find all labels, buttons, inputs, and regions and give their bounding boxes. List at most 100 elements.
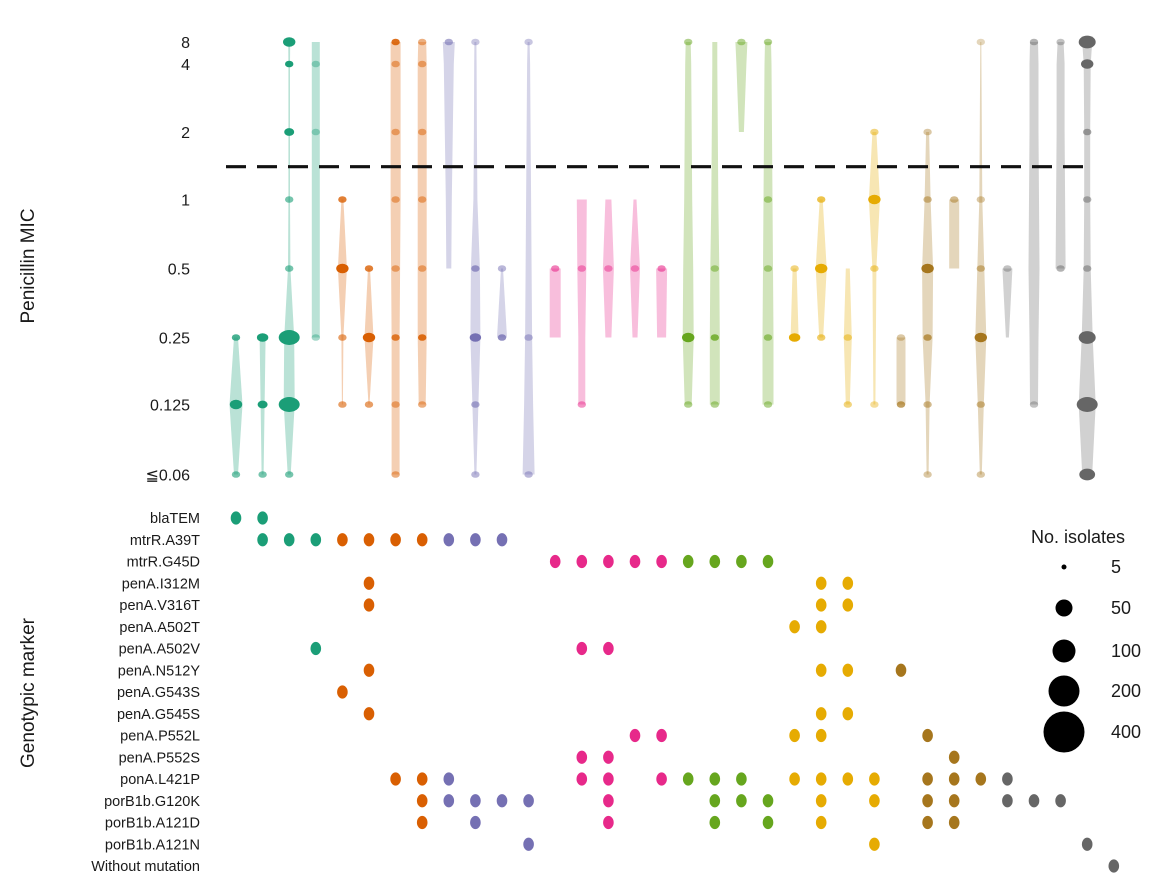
genotype-dot	[682, 772, 694, 786]
violin-column	[417, 38, 427, 408]
genotype-dot	[922, 794, 933, 808]
violin-column	[469, 38, 482, 478]
mic-dot	[763, 196, 773, 203]
mic-dot	[418, 38, 427, 46]
genotype-dot	[523, 794, 534, 808]
genotype-dot	[656, 728, 667, 743]
legend-size-dot	[1055, 599, 1073, 617]
mic-dot	[870, 128, 879, 136]
mic-dot	[285, 60, 294, 68]
genotype-dot	[709, 815, 721, 830]
y-tick-label: 1	[181, 193, 190, 210]
genotype-dot	[310, 641, 322, 656]
genotype-dot	[656, 772, 667, 786]
violin-shape	[442, 42, 455, 269]
genotype-dot	[470, 533, 481, 547]
mic-dot	[1083, 196, 1092, 203]
mic-dot	[976, 196, 985, 203]
genotype-dot	[815, 620, 827, 634]
mic-dot	[231, 334, 241, 341]
genotype-dot	[416, 815, 428, 830]
genotype-dot	[709, 794, 721, 808]
mic-dot	[231, 471, 241, 478]
violin-column	[522, 38, 535, 478]
mic-dot	[418, 401, 427, 408]
marker-label: penA.A502T	[119, 620, 200, 636]
genotype-dot	[549, 554, 561, 569]
genotype-dot	[789, 728, 800, 743]
mic-dot	[923, 401, 932, 408]
mic-dot	[1003, 265, 1012, 272]
mic-dot	[870, 401, 879, 408]
legend: No. isolates 5 50 100 200 400	[1031, 527, 1141, 753]
mic-dot	[1083, 128, 1092, 136]
violin-shape	[311, 42, 320, 338]
marker-label: penA.P552S	[119, 750, 200, 766]
genotype-dot	[576, 554, 588, 569]
marker-label: porB1b.A121N	[105, 837, 200, 853]
mic-dot	[630, 265, 640, 272]
genotype-dot	[1081, 837, 1093, 851]
genotype-dot	[470, 794, 481, 808]
legend-title: No. isolates	[1031, 527, 1125, 547]
violin-shape	[762, 42, 774, 405]
genotype-dot	[815, 772, 827, 786]
mic-dot	[336, 263, 349, 274]
violin-shape	[549, 268, 561, 338]
mic-dot	[1078, 35, 1096, 49]
mic-dot	[974, 332, 987, 343]
genotype-dot	[815, 728, 827, 743]
mic-dot	[921, 263, 934, 274]
violin-column	[762, 38, 774, 408]
violin-column	[868, 128, 881, 408]
violin-shape	[949, 199, 960, 269]
mic-dot	[1056, 38, 1065, 46]
mic-dot	[338, 196, 347, 203]
violin-column	[390, 38, 401, 478]
genotype-dot	[416, 772, 428, 786]
violin-shape	[975, 42, 987, 475]
mic-dot	[256, 333, 269, 342]
mic-dot	[1081, 59, 1094, 69]
violin-shape	[790, 268, 799, 338]
genotype-dot	[975, 772, 987, 786]
genotype-dot	[869, 794, 880, 808]
mic-dot	[843, 334, 852, 341]
mic-dot	[418, 128, 427, 136]
violin-column	[576, 199, 587, 408]
genotype-dot	[443, 533, 455, 547]
genotype-dot	[496, 794, 508, 808]
mic-dot	[1083, 265, 1092, 272]
y-tick-label: ≦0.06	[145, 468, 190, 485]
violin-shape	[682, 42, 694, 405]
violin-shape	[709, 42, 720, 405]
genotype-dot	[842, 707, 854, 721]
genotype-dot	[496, 533, 508, 547]
genotype-dot	[416, 533, 428, 547]
mic-dot	[950, 196, 959, 203]
y-tick-label: 2	[181, 125, 190, 142]
genotype-dot	[922, 815, 933, 830]
marker-label: porB1b.G120K	[104, 794, 200, 810]
genotype-dot	[789, 772, 800, 786]
mic-dot	[682, 332, 695, 343]
genotype-dot	[443, 772, 455, 786]
violin-column	[602, 199, 614, 338]
mic-dot	[763, 38, 773, 46]
genotype-dot	[230, 511, 242, 525]
genotype-dot	[815, 598, 827, 612]
violin-shape	[470, 42, 481, 475]
mic-dot	[391, 471, 400, 478]
legend-size-dot	[1052, 639, 1076, 663]
violin-column	[229, 334, 243, 478]
legend-entry-label: 50	[1111, 598, 1131, 618]
mic-dot	[868, 194, 881, 205]
mic-dot	[577, 265, 586, 272]
mic-dot	[229, 399, 243, 410]
genotype-dot	[682, 554, 694, 569]
genotype-dot	[603, 794, 614, 808]
genotype-dot	[523, 837, 534, 851]
mic-dot	[418, 265, 427, 272]
genotype-dot	[443, 794, 455, 808]
mic-dot	[524, 38, 533, 46]
